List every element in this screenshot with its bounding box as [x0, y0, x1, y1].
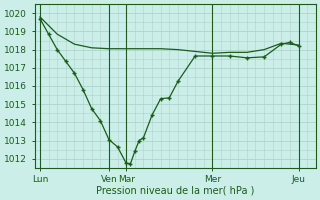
X-axis label: Pression niveau de la mer( hPa ): Pression niveau de la mer( hPa ) — [96, 186, 254, 196]
